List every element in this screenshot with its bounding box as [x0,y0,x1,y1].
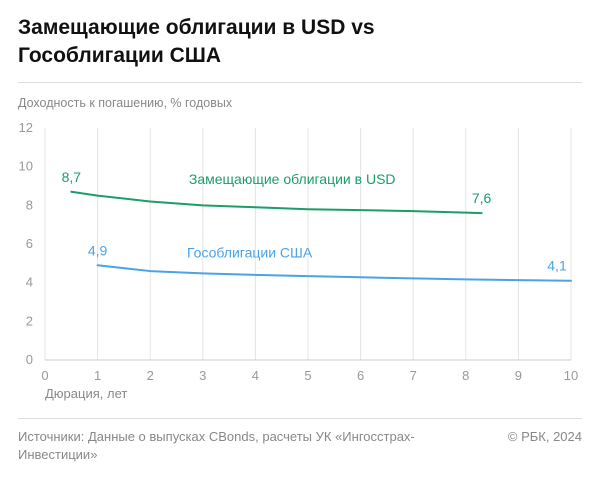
x-tick-label-2: 2 [147,368,154,383]
y-tick-label-5: 10 [19,159,33,174]
y-tick-label-4: 8 [26,197,33,212]
footer-divider [18,418,582,419]
y-tick-label-6: 12 [19,120,33,135]
chart-title-line-1: Замещающие облигации в USD vs [18,16,375,39]
x-tick-label-5: 5 [304,368,311,383]
x-tick-label-1: 1 [94,368,101,383]
y-tick-label-3: 6 [26,236,33,251]
series-line-0 [70,190,483,215]
x-tick-label-4: 4 [252,368,259,383]
source-note-line-2: Инвестиции» [18,447,98,462]
header-divider [18,82,582,83]
x-tick-label-0: 0 [41,368,48,383]
x-tick-label-9: 9 [515,368,522,383]
series-line-1 [96,264,572,282]
x-tick-label-3: 3 [199,368,206,383]
source-note-line-1: Источники: Данные о выпусках CBonds, рас… [18,429,415,444]
copyright: © РБК, 2024 [507,429,582,444]
chart-title-line-2: Гособлигации США [18,44,222,67]
y-tick-label-1: 2 [26,313,33,328]
x-tick-label-8: 8 [462,368,469,383]
series-1-name-label: Гособлигации США [187,245,313,261]
x-axis-label: Дюрация, лет [45,386,127,401]
x-tick-label-7: 7 [410,368,417,383]
chart-title: Замещающие облигации в USD vs Гособлигац… [18,14,578,70]
source-note: Источники: Данные о выпусках CBonds, рас… [18,428,478,464]
series-1-start-label: 4,9 [88,242,108,258]
series-0-name-label: Замещающие облигации в USD [189,171,396,187]
y-axis-label: Доходность к погашению, % годовых [18,96,233,110]
y-tick-label-2: 4 [26,275,33,290]
series-0-start-label: 8,7 [62,169,82,185]
y-tick-label-0: 0 [26,352,33,367]
x-tick-label-10: 10 [564,368,578,383]
series-0-end-label: 7,6 [472,190,492,206]
x-tick-label-6: 6 [357,368,364,383]
series-1-end-label: 4,1 [547,258,567,274]
